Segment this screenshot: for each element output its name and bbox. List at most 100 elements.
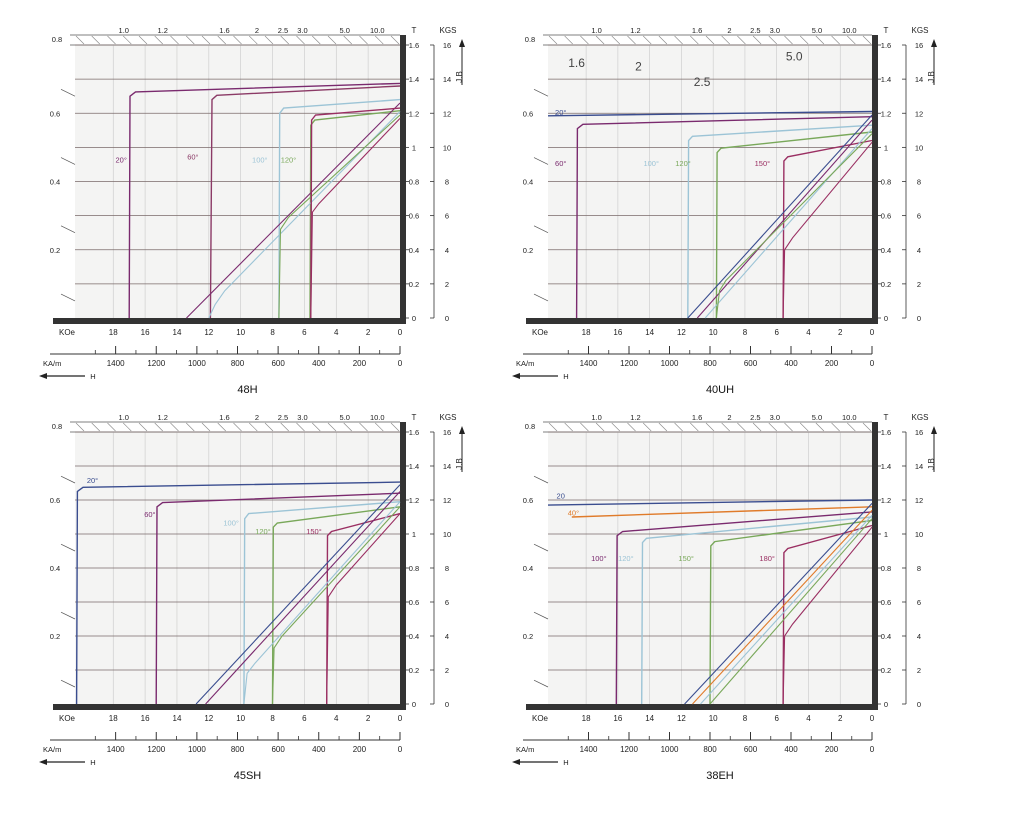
permeance-tick-label: 2 [727, 413, 731, 422]
left-tick-label: 0.8 [525, 35, 535, 44]
left-tick-label: 0.6 [523, 109, 533, 118]
x-kam-tick-label: 1000 [661, 359, 679, 368]
x-kam-tick-label: 200 [825, 745, 839, 754]
x-kam-tick-label: 600 [744, 359, 758, 368]
x-koe-tick-label: 16 [613, 328, 622, 337]
permeance-hatch [799, 35, 809, 45]
series-curve [782, 524, 873, 705]
axis-label-kgs: KGS [440, 26, 457, 35]
right-kgs-tick-label: 8 [445, 178, 449, 187]
right-t-tick-label: 0.8 [881, 178, 891, 187]
x-koe-tick-label: 6 [774, 328, 779, 337]
right-t-tick-label: 0.4 [881, 632, 891, 641]
permeance-hatch [705, 35, 715, 45]
permeance-hatch [217, 35, 226, 45]
permeance-hatch [264, 35, 274, 45]
series-curve [575, 116, 873, 319]
series-curve [278, 98, 401, 319]
x-koe-tick-label: 14 [173, 328, 182, 337]
left-tick [60, 611, 76, 620]
x-koe-tick-label: 4 [334, 328, 339, 337]
right-t-tick-label: 0.2 [881, 280, 891, 289]
chart-title: 38EH [706, 770, 734, 782]
series-curve [704, 128, 873, 319]
x-koe-tick-label: 10 [709, 714, 718, 723]
series-label: 180° [759, 554, 775, 563]
permeance-hatch [752, 35, 762, 45]
right-kgs-tick-label: 8 [917, 178, 921, 187]
x-kam-tick-label: 600 [744, 745, 758, 754]
permeance-hatch [91, 422, 100, 432]
x-koe-tick-label: 10 [236, 714, 245, 723]
series-curve [271, 506, 401, 705]
jb-arrow-head [931, 39, 937, 47]
axis-label-h: H [90, 758, 95, 767]
permeance-hatch [343, 422, 352, 432]
permeance-hatch [548, 422, 558, 432]
x-kam-tick-label: 1200 [620, 359, 638, 368]
left-tick [60, 475, 76, 484]
series-curve [309, 110, 401, 319]
series-curve [571, 506, 873, 518]
x-kam-tick-label: 1400 [107, 745, 125, 754]
permeance-tick-label: 3.0 [770, 26, 780, 35]
permeance-hatch [642, 422, 652, 432]
right-kgs-tick-label: 10 [443, 530, 451, 539]
axis-label-kgs: KGS [912, 26, 929, 35]
right-kgs-tick-label: 16 [443, 428, 451, 437]
right-kgs-tick-label: 16 [443, 41, 451, 50]
permeance-tick-label: 3.0 [297, 413, 307, 422]
permeance-tick-label: 1.2 [158, 413, 168, 422]
permeance-hatch [799, 422, 809, 432]
series-curve [709, 518, 873, 705]
permeance-hatch [296, 35, 305, 45]
permeance-hatch [170, 422, 179, 432]
x-kam-tick-label: 1400 [107, 359, 125, 368]
series-curve [326, 512, 401, 705]
left-tick-label: 0.6 [523, 496, 533, 505]
series-label: 20° [555, 108, 566, 117]
left-tick [533, 157, 549, 165]
permeance-hatch [233, 35, 242, 45]
x-koe-tick-label: 8 [743, 714, 748, 723]
left-tick [60, 89, 76, 97]
right-kgs-tick-label: 16 [915, 428, 923, 437]
permeance-hatch [862, 35, 872, 45]
permeance-tick-label: 5.0 [340, 413, 350, 422]
series-label: 40° [568, 508, 579, 517]
left-tick-label: 0.4 [50, 178, 60, 187]
permeance-hatch [737, 35, 746, 45]
permeance-hatch [627, 35, 636, 45]
right-t-tick-label: 0.8 [409, 564, 419, 573]
series-curve [547, 499, 873, 506]
permeance-hatch [327, 422, 337, 432]
right-t-tick-label: 0.6 [881, 212, 891, 221]
right-t-tick-label: 1 [884, 530, 888, 539]
x-kam-tick-label: 200 [353, 359, 367, 368]
right-t-tick-label: 1 [884, 143, 888, 152]
series-label: 150° [755, 159, 771, 168]
permeance-tick-label: 1.6 [219, 26, 229, 35]
permeance-hatch [375, 422, 384, 432]
permeance-tick-label: 1.6 [692, 26, 702, 35]
right-kgs-tick-label: 4 [917, 246, 921, 255]
right-kgs-tick-label: 6 [445, 598, 449, 607]
series-curve [243, 501, 401, 705]
permeance-hatch [201, 35, 211, 45]
series-curve [715, 131, 873, 319]
series-label: 60° [144, 510, 155, 519]
series-label: 60° [555, 159, 566, 168]
permeance-tick-label: 1.0 [119, 413, 129, 422]
right-t-tick-label: 0.2 [409, 280, 419, 289]
x-koe-tick-label: 12 [677, 328, 686, 337]
x-kam-tick-label: 600 [271, 359, 285, 368]
series-curve [615, 511, 873, 705]
series-curve [684, 503, 873, 705]
permeance-hatch [580, 35, 589, 45]
series-curve [696, 119, 873, 319]
permeance-hatch [595, 35, 605, 45]
x-koe-tick-label: 2 [366, 328, 371, 337]
right-t-tick-label: 0.4 [409, 632, 419, 641]
permeance-hatch [390, 422, 400, 432]
permeance-hatch [690, 35, 699, 45]
